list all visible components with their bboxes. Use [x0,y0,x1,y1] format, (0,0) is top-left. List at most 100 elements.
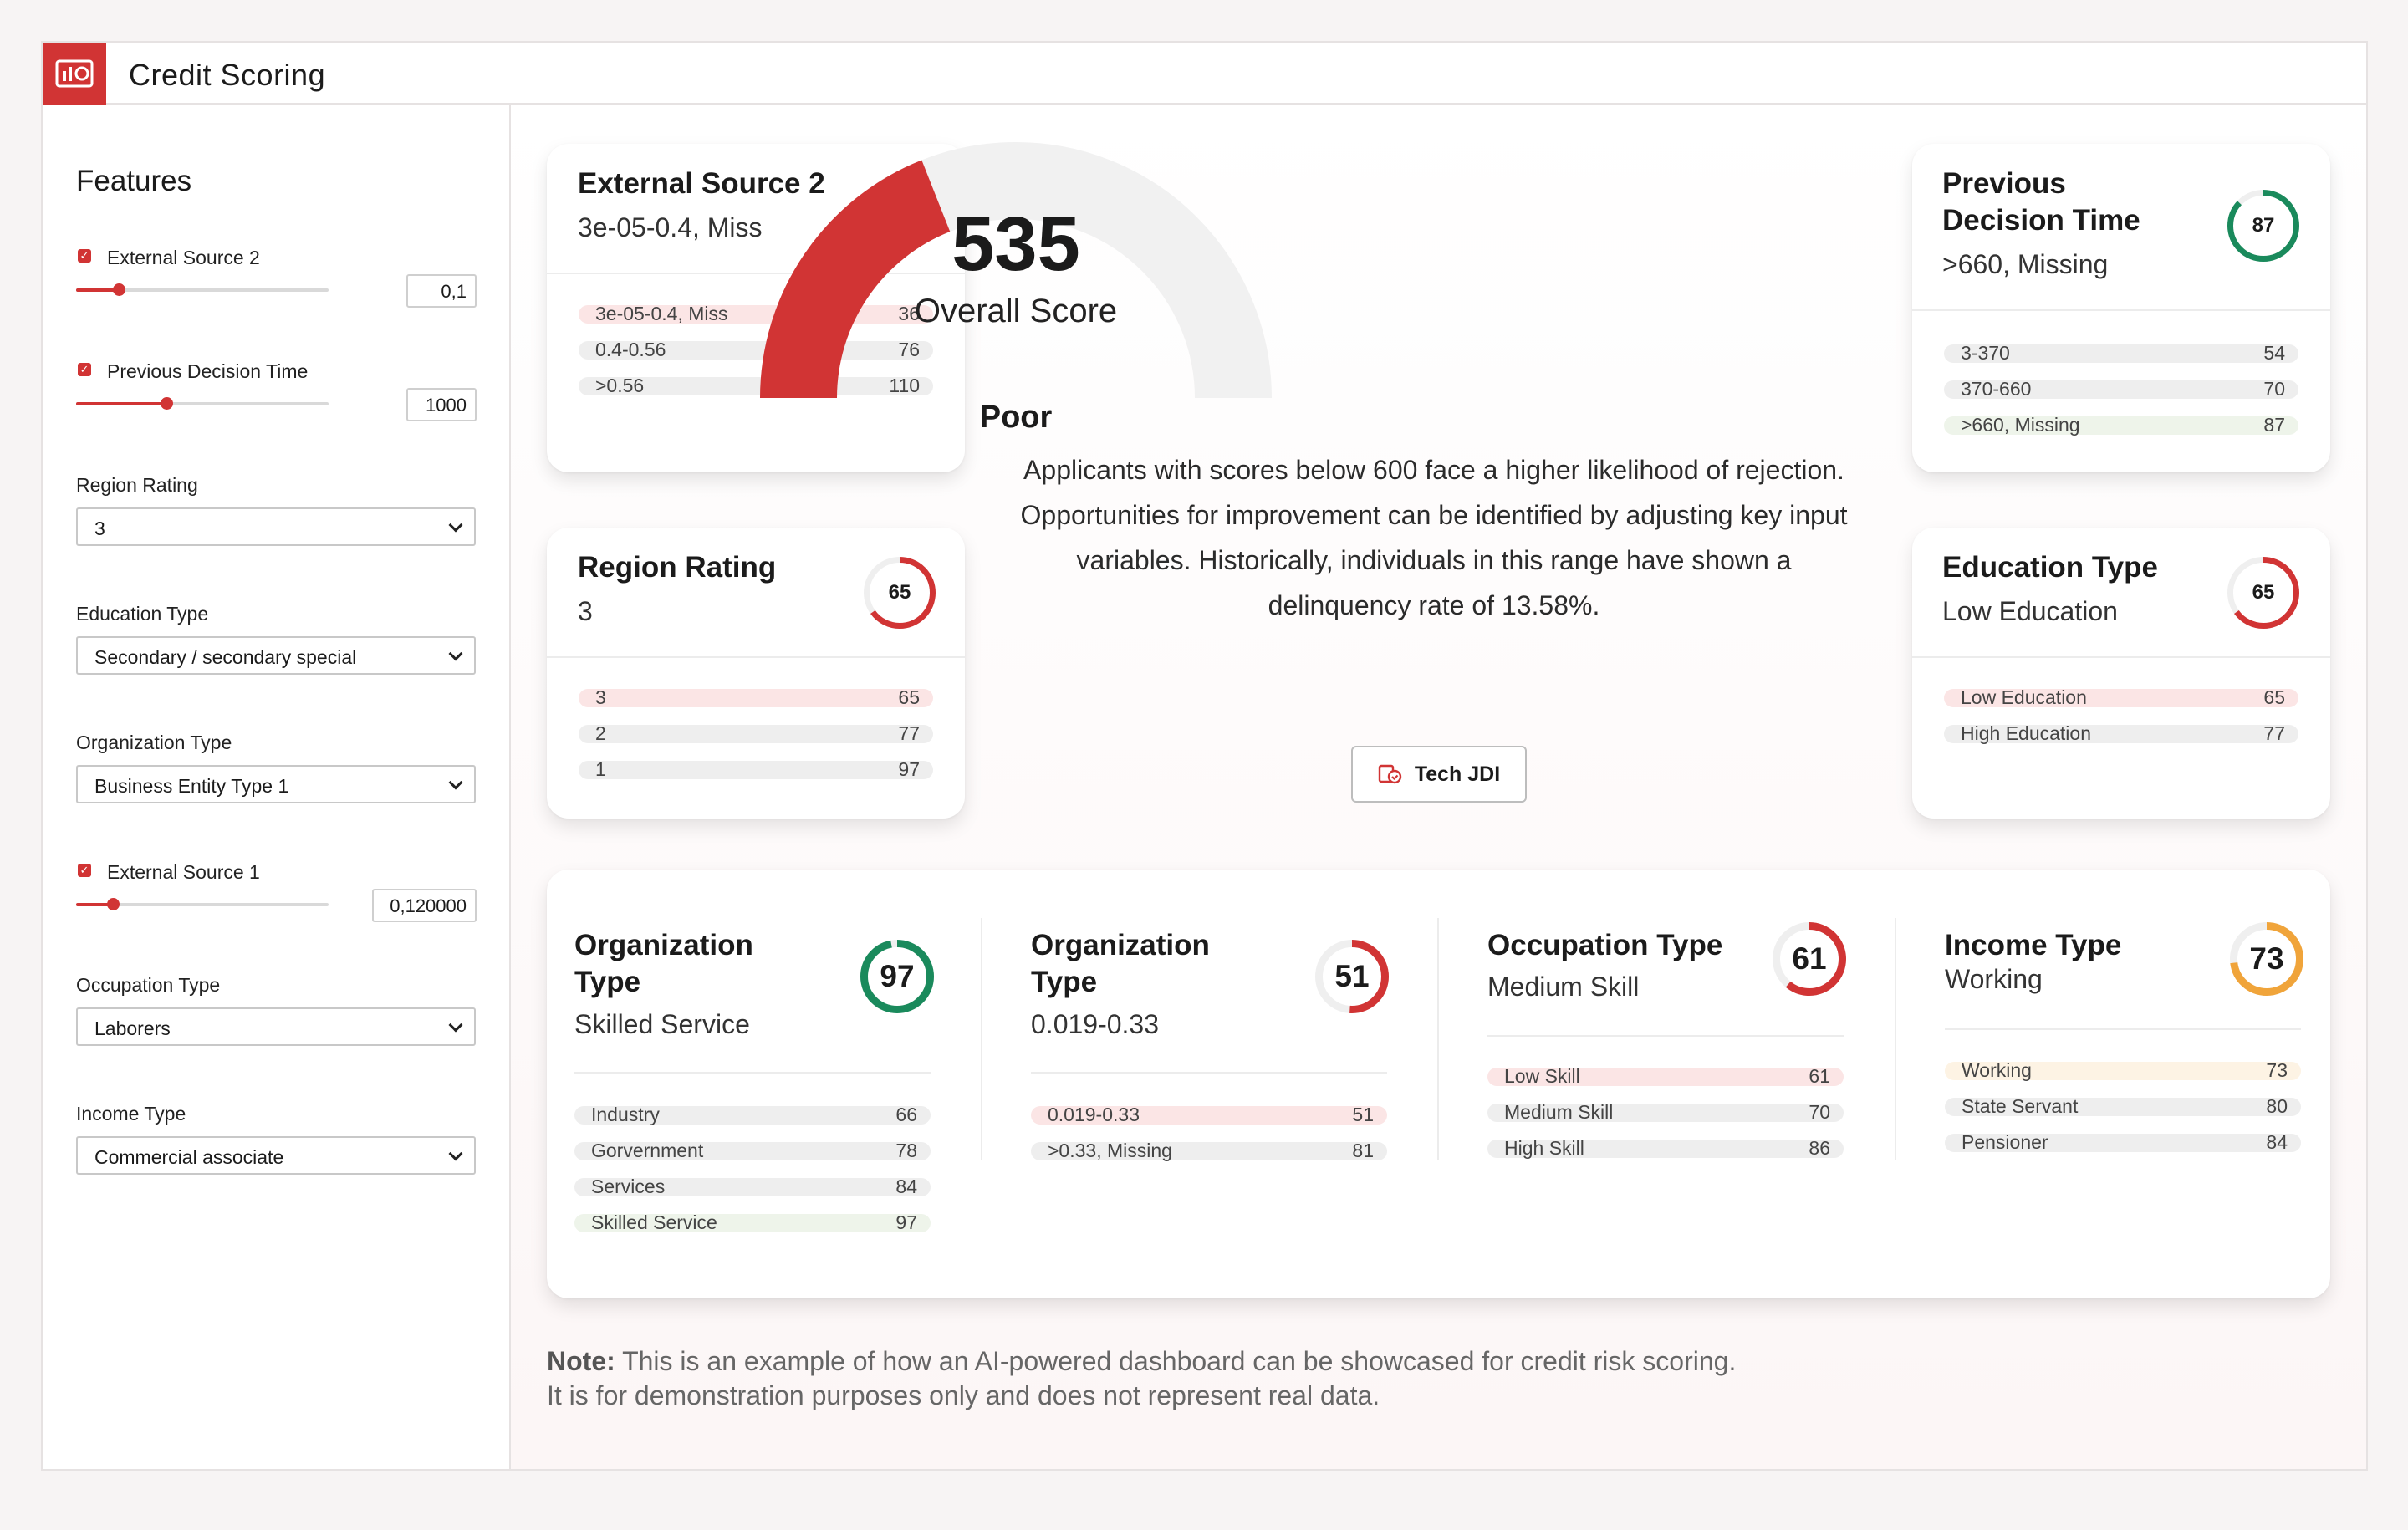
external-source-2-input[interactable]: 0,1 [406,274,477,308]
table-row: Low Skill 61 [1487,1065,1844,1087]
row-value: 81 [1352,1140,1374,1161]
table-row: >660, Missing 87 [1944,414,2298,436]
score-ring-fill [1315,940,1389,1013]
row-value: 86 [1809,1137,1830,1159]
row-label: 1 [595,758,606,780]
row-label: Low Skill [1504,1065,1580,1087]
external-source-2-slider[interactable] [76,283,329,296]
education-type-label: Education Type [76,603,209,625]
row-label: 370-660 [1961,378,2032,400]
region-rating-select[interactable]: 3 [76,507,476,546]
row-value: 65 [898,686,920,708]
score-ring-graphic [2227,557,2299,629]
card-divider [1945,1028,2301,1030]
tech-jdi-button[interactable]: Tech JDI [1351,746,1527,803]
slider-thumb[interactable] [107,898,120,910]
score-ring-fill [1773,922,1846,996]
app-title: Credit Scoring [129,58,326,92]
column-divider [1437,918,1439,1160]
card-title: Education Type [1942,551,2158,584]
organization-type-label: Organization Type [76,732,232,753]
row-label: 0.4-0.56 [595,339,666,360]
card-title-line: Type [574,966,641,998]
table-row: State Servant 80 [1945,1095,2301,1117]
previous-decision-time-input[interactable]: 1000 [406,388,477,421]
score-ring-value: 65 [888,581,911,604]
table-row: High Education 77 [1944,722,2298,744]
income-type-field: Income Type Commercial associate [76,1103,476,1175]
row-label: High Education [1961,722,2091,744]
row-label: >0.33, Missing [1048,1140,1172,1161]
score-ring-graphic [2230,922,2303,996]
external-source-2-checkbox[interactable]: ✓ [78,249,91,263]
score-rating: Poor [979,400,1053,435]
external-source-1-input[interactable]: 0,120000 [372,889,477,922]
chevron-down-icon [448,518,463,533]
table-row: 3 65 [579,686,933,708]
row-label: 3-370 [1961,342,2010,364]
table-row: High Skill 86 [1487,1137,1844,1159]
previous-decision-time-checkbox[interactable]: ✓ [78,363,91,376]
score-ring-value: 61 [1792,941,1827,976]
card-title: Region Rating [578,551,777,584]
external-source-1-slider[interactable] [76,898,329,910]
occupation-type-select[interactable]: Laborers [76,1007,476,1046]
table-row: >0.56 110 [579,375,933,396]
score-ring: 65 [2227,556,2300,630]
table-row: Pensioner 84 [1945,1131,2301,1153]
tech-jdi-label: Tech JDI [1414,762,1501,786]
row-value: 78 [895,1140,917,1161]
row-label: 3e-05-0.4, Miss [595,303,728,324]
external-source-1-checkbox[interactable]: ✓ [78,864,91,877]
row-label: Low Education [1961,686,2087,708]
education-type-select[interactable]: Secondary / secondary special [76,636,476,675]
education-type-value: Secondary / secondary special [94,646,357,668]
row-label: Industry [591,1104,660,1125]
row-label: Gorvernment [591,1140,704,1161]
organization-type-field: Organization Type Business Entity Type 1 [76,732,476,803]
score-ring-fill [2227,557,2299,629]
region-rating-label: Region Rating [76,474,198,496]
income-type-select[interactable]: Commercial associate [76,1136,476,1175]
table-row: 1 97 [579,758,933,780]
disclaimer-note: Note: This is an example of how an AI-po… [547,1344,1736,1413]
score-ring-value: 51 [1334,959,1370,993]
income-type-label: Income Type [76,1103,186,1125]
row-value: 73 [2266,1059,2288,1081]
slider-thumb[interactable] [161,397,173,410]
row-value: 84 [895,1176,917,1197]
card-external-source-2: External Source 2 3e-05-0.4, Miss 36 3e-… [547,144,965,472]
row-label: Services [591,1176,666,1197]
row-value: 77 [898,722,920,744]
card-divider [547,273,965,274]
organization-type-value: Business Entity Type 1 [94,775,289,797]
table-row: 0.019-0.33 51 [1031,1104,1387,1125]
row-value: 36 [898,303,920,324]
row-label: Pensioner [1962,1131,2048,1153]
card-title: Organization Type [574,927,753,1001]
row-label: 2 [595,722,606,744]
score-ring-value: 87 [2252,214,2275,237]
card-title: Income Type [1945,929,2122,961]
features-sidebar: Features ✓ External Source 2 0,1 ✓ Previ… [43,105,511,1469]
income-type-value: Commercial associate [94,1146,284,1168]
overall-score-gauge [760,142,1272,399]
row-value: 87 [2263,414,2285,436]
chevron-down-icon [448,775,463,790]
overall-score-label: Overall Score [914,293,1118,329]
row-value: 97 [898,758,920,780]
chevron-down-icon [448,1146,463,1161]
card-title-line: Organization [574,929,753,961]
score-ring: 51 [1314,939,1390,1014]
score-ring-fill [860,940,934,1013]
table-row: Services 84 [574,1176,931,1197]
card-title-line: Previous [1942,167,2066,200]
table-row: Working 73 [1945,1059,2301,1081]
table-row: Medium Skill 70 [1487,1101,1844,1123]
row-value: 110 [889,375,920,396]
organization-type-select[interactable]: Business Entity Type 1 [76,765,476,803]
previous-decision-time-slider[interactable] [76,397,329,410]
slider-thumb[interactable] [113,283,125,296]
region-rating-field: Region Rating 3 [76,474,476,546]
occupation-type-value: Laborers [94,1017,171,1039]
